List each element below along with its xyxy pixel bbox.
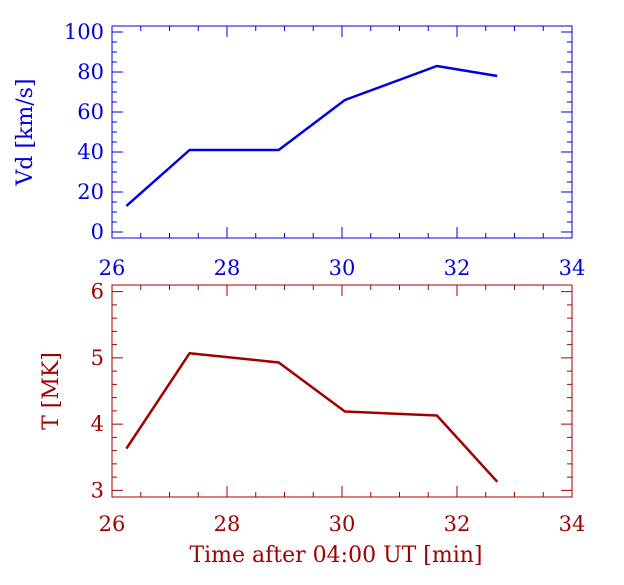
x-tick-label: 34 [559, 512, 586, 536]
x-tick-label: 28 [214, 256, 241, 280]
y-tick-label: 60 [77, 100, 104, 124]
x-tick-label: 30 [329, 256, 356, 280]
y-tick-label: 5 [91, 346, 104, 370]
x-axis-title: Time after 04:00 UT [min] [189, 543, 482, 568]
plot-frame [111, 284, 573, 498]
y-axis-title: Vd [km/s] [13, 78, 38, 186]
y-tick-label: 0 [91, 220, 104, 244]
series-line-vd [125, 64, 498, 207]
y-axis-title: T [MK] [39, 352, 64, 430]
y-tick-label: 40 [77, 140, 104, 164]
velocity-panel: 26 28 30 32 34 0 20 40 60 80 100 Vd [km/s] [13, 20, 585, 280]
x-tick-label: 26 [99, 256, 126, 280]
y-tick-label: 20 [77, 180, 104, 204]
x-tick-label: 26 [99, 512, 126, 536]
series-line-t [125, 351, 499, 483]
y-tick-label: 3 [91, 478, 104, 502]
plot-frame [111, 25, 573, 239]
x-tick-label: 30 [329, 512, 356, 536]
x-tick-label: 32 [444, 256, 471, 280]
y-tick-label: 80 [77, 60, 104, 84]
x-tick-label: 28 [214, 512, 241, 536]
y-tick-label: 6 [91, 280, 104, 304]
x-tick-label: 32 [444, 512, 471, 536]
y-tick-label: 100 [64, 20, 104, 44]
x-tick-label: 34 [559, 256, 586, 280]
y-tick-label: 4 [91, 412, 104, 436]
